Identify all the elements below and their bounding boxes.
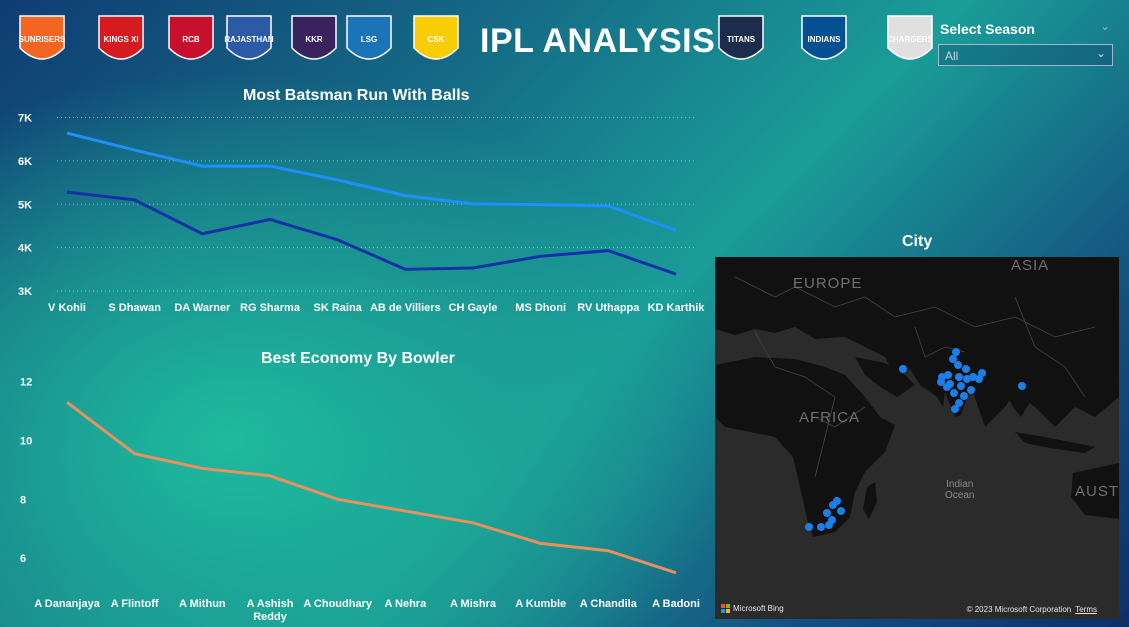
map-label-ocean: Indian Ocean — [945, 479, 975, 501]
bing-attribution: Microsoft Bing — [721, 604, 784, 613]
chennai-super-kings-logo: CSK — [408, 10, 464, 72]
map-label-australia: AUSTR — [1075, 483, 1119, 500]
terms-link[interactable]: Terms — [1075, 605, 1097, 614]
y-tick-label: 6 — [20, 553, 26, 565]
city-point[interactable] — [1018, 382, 1026, 390]
gujarat-titans-logo: TITANS — [713, 10, 769, 72]
svg-text:RAJASTHAN: RAJASTHAN — [224, 35, 274, 44]
series-line-1[interactable] — [66, 401, 677, 575]
y-tick-label: 5K — [18, 199, 32, 211]
map-title: City — [902, 233, 933, 250]
series-line-1[interactable] — [66, 131, 677, 232]
city-point[interactable] — [960, 392, 968, 400]
map-label-europe: EUROPE — [793, 275, 863, 292]
x-tick-label: CH Gayle — [448, 302, 498, 314]
svg-text:KKR: KKR — [305, 35, 323, 44]
x-tick-label: A Kumble — [515, 598, 567, 610]
bowler-chart-title: Best Economy By Bowler — [261, 350, 455, 367]
svg-text:KINGS XI: KINGS XI — [103, 35, 138, 44]
dashboard-title: IPL ANALYSIS — [480, 22, 716, 60]
city-point[interactable] — [975, 375, 983, 383]
y-tick-label: 10 — [20, 436, 32, 448]
city-points — [805, 348, 1026, 531]
x-tick-label: A Choudhary — [303, 598, 372, 610]
city-point[interactable] — [978, 369, 986, 377]
svg-text:SUNRISERS: SUNRISERS — [19, 35, 66, 44]
batsman-runs-chart: 7K 6K 5K 4K 3K — [18, 113, 696, 298]
map-label-asia: ASIA — [1011, 257, 1050, 274]
deccan-chargers-logo: CHARGERS — [882, 10, 938, 72]
x-tick-label: A Nehra — [384, 598, 427, 610]
city-point[interactable] — [952, 348, 960, 356]
city-point[interactable] — [833, 497, 841, 505]
x-tick-label: A Chandila — [579, 598, 637, 610]
x-tick-label: KD Karthik — [647, 302, 705, 314]
royal-challengers-logo: RCB — [163, 10, 219, 72]
x-tick-label: DA Warner — [174, 302, 231, 314]
x-tick-label: A Ashish Reddy — [246, 598, 294, 623]
svg-text:RCB: RCB — [182, 35, 200, 44]
x-tick-label: A Dananjaya — [34, 598, 100, 610]
season-filter-label: Select Season — [940, 21, 1035, 37]
microsoft-logo-icon — [721, 604, 730, 613]
rajasthan-royals-logo: RAJASTHAN — [221, 10, 277, 72]
kolkata-knight-riders-logo: KKR — [286, 10, 342, 72]
y-tick-label: 6K — [18, 156, 32, 168]
svg-text:CSK: CSK — [428, 35, 445, 44]
svg-text:LSG: LSG — [361, 35, 377, 44]
x-tick-label: A Flintoff — [110, 598, 159, 610]
city-point[interactable] — [823, 509, 831, 517]
series-line-2[interactable] — [66, 190, 677, 276]
kings-xi-punjab-logo: KINGS XI — [93, 10, 149, 72]
city-point[interactable] — [962, 365, 970, 373]
city-point[interactable] — [837, 507, 845, 515]
city-point[interactable] — [817, 523, 825, 531]
x-tick-label: AB de Villiers — [369, 302, 441, 314]
y-tick-label: 4K — [18, 243, 32, 255]
sunrisers-logo: SUNRISERS — [14, 10, 70, 72]
map-label-africa: AFRICA — [799, 409, 861, 426]
x-tick-label: MS Dhoni — [515, 302, 567, 314]
x-tick-label: V Kohli — [48, 302, 86, 314]
bowler-economy-chart: 12 10 8 6 — [20, 377, 677, 575]
city-point[interactable] — [954, 361, 962, 369]
svg-text:TITANS: TITANS — [727, 35, 756, 44]
city-point[interactable] — [957, 382, 965, 390]
x-tick-label: A Mishra — [449, 598, 497, 610]
city-point[interactable] — [943, 383, 951, 391]
city-point[interactable] — [955, 399, 963, 407]
svg-text:CHARGERS: CHARGERS — [887, 35, 933, 44]
city-point[interactable] — [955, 373, 963, 381]
x-tick-label: S Dhawan — [108, 302, 161, 314]
batsman-chart-title: Most Batsman Run With Balls — [243, 87, 470, 104]
city-point[interactable] — [950, 389, 958, 397]
x-tick-label: SK Raina — [313, 302, 362, 314]
lucknow-super-giants-logo: LSG — [341, 10, 397, 72]
y-tick-label: 12 — [20, 377, 32, 389]
collapse-chevron-icon[interactable]: ⌄ — [1100, 19, 1111, 33]
y-tick-label: 3K — [18, 286, 32, 298]
x-tick-label: A Mithun — [179, 598, 226, 610]
x-tick-label: RG Sharma — [240, 302, 300, 314]
city-point[interactable] — [899, 365, 907, 373]
map-copyright: © 2023 Microsoft Corporation Terms — [966, 605, 1097, 614]
city-point[interactable] — [951, 405, 959, 413]
season-dropdown[interactable]: All ⌄ — [938, 44, 1113, 66]
city-point[interactable] — [949, 355, 957, 363]
mumbai-indians-logo: INDIANS — [796, 10, 852, 72]
city-point[interactable] — [805, 523, 813, 531]
y-tick-label: 7K — [18, 113, 32, 125]
chevron-down-icon: ⌄ — [1095, 46, 1106, 60]
svg-text:INDIANS: INDIANS — [808, 35, 842, 44]
x-tick-label: A Badoni — [652, 598, 700, 610]
map-land — [715, 257, 1119, 537]
city-point[interactable] — [825, 521, 833, 529]
y-tick-label: 8 — [20, 494, 26, 506]
city-point[interactable] — [967, 386, 975, 394]
x-tick-label: RV Uthappa — [577, 302, 640, 314]
city-point[interactable] — [937, 378, 945, 386]
season-selected-value: All — [945, 49, 959, 63]
